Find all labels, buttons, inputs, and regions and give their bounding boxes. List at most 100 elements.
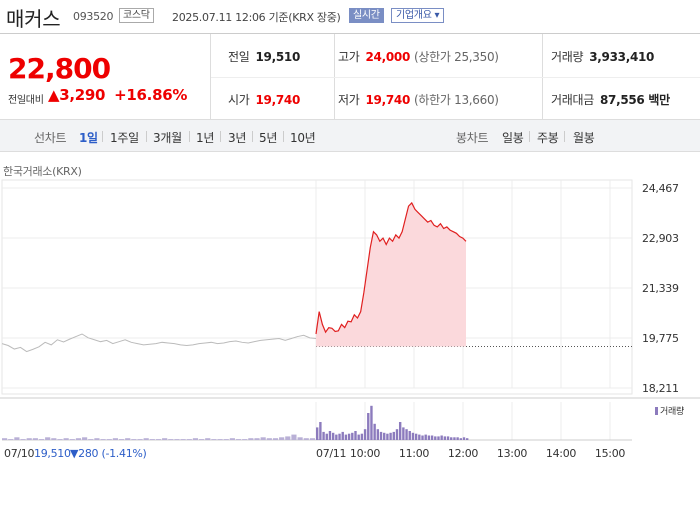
y-tick-label: 24,467 — [642, 182, 679, 195]
volume-bar — [279, 437, 285, 440]
volume-bar — [434, 436, 437, 440]
current-price: 22,800 — [8, 52, 111, 85]
x-tick-label: 10:00 — [350, 447, 381, 460]
x-tick-label: 15:00 — [595, 447, 626, 460]
volume-bar — [383, 432, 386, 440]
volume-bar — [446, 436, 450, 440]
stat-open: 시가 19,740 — [228, 93, 300, 107]
volume-bar — [45, 437, 51, 440]
volume-bar — [338, 433, 341, 440]
stat-high: 고가 24,000 (상한가 25,350) — [338, 50, 499, 64]
volume-bar — [405, 429, 408, 440]
y-tick-label: 19,775 — [642, 332, 679, 345]
stock-header: 매커스 093520 코스닥 2025.07.11 12:06 기준(KRX 장… — [0, 0, 700, 33]
volume-bar — [106, 439, 112, 440]
today-area — [316, 202, 466, 347]
volume-bar — [8, 439, 14, 440]
volume-bar — [131, 439, 137, 440]
x-tick-label: 12:00 — [448, 447, 479, 460]
volume-bar — [367, 413, 370, 440]
volume-bar — [88, 439, 94, 440]
divider — [210, 34, 211, 120]
volume-bar — [437, 436, 440, 440]
y-tick-label: 22,903 — [642, 232, 679, 245]
tab-monthly-candle[interactable]: 월봉 — [573, 131, 595, 145]
volume-bar — [63, 438, 69, 440]
change-label: 전일대비 — [8, 95, 44, 106]
volume-bar — [155, 439, 162, 440]
volume-bar — [450, 437, 453, 440]
x-tick-label: 14:00 — [546, 447, 577, 460]
volume-bar — [341, 431, 344, 440]
volume-bar — [440, 435, 443, 440]
volume-bar — [430, 435, 434, 440]
price-chart[interactable]: 24,467 22,903 21,339 19,775 18,211 07/11 10:00… — [0, 176, 700, 466]
chart-tabs: 선차트 1일 1주일 3개월 1년 3년 5년 10년 봉차트 일봉 주봉 월봉 — [0, 120, 700, 152]
volume-bar — [351, 432, 354, 440]
volume-bar — [398, 422, 402, 440]
tab-3m[interactable]: 3개월 — [153, 131, 182, 145]
volume-bar — [316, 427, 319, 440]
divider — [102, 131, 103, 142]
prev-day-line — [1, 333, 317, 353]
volume-bar — [149, 439, 155, 440]
divider — [252, 131, 253, 142]
volume-bar — [69, 439, 75, 440]
realtime-button[interactable]: 실시간 — [349, 8, 384, 23]
volume-bar — [100, 439, 106, 440]
volume-bar — [174, 439, 180, 440]
volume-bar — [414, 433, 418, 440]
stat-prev-close: 전일 19,510 — [228, 50, 300, 64]
volume-bar — [82, 437, 88, 440]
stat-trade-value: 거래대금 87,556 백만 — [551, 93, 670, 107]
volume-bar — [229, 438, 235, 440]
volume-bar — [421, 435, 424, 440]
volume-bar — [137, 439, 143, 440]
volume-bar — [344, 434, 348, 440]
volume-bar — [453, 437, 456, 440]
line-chart-label: 선차트 — [34, 131, 67, 145]
volume-bar — [186, 439, 192, 440]
company-info-dropdown[interactable]: 기업개요 ▾ — [391, 8, 445, 23]
volume-bar — [427, 435, 431, 440]
stock-code: 093520 — [73, 10, 114, 23]
divider — [189, 131, 190, 142]
volume-bar — [316, 439, 322, 440]
tab-1y[interactable]: 1년 — [196, 131, 215, 145]
volume-bar — [75, 438, 82, 440]
volume-bar — [260, 437, 266, 440]
volume-bar — [418, 434, 421, 440]
volume-bar — [357, 434, 360, 440]
volume-bar — [462, 437, 466, 440]
volume-bar — [2, 438, 8, 440]
volume-bar — [125, 438, 131, 440]
volume-bar — [254, 438, 260, 440]
volume-bar — [408, 431, 411, 440]
volume-bar — [266, 438, 272, 440]
tab-5y[interactable]: 5년 — [259, 131, 278, 145]
volume-bar — [376, 429, 380, 440]
volume-bar — [297, 437, 303, 440]
volume-bar — [331, 432, 335, 440]
volume-bar — [322, 431, 325, 440]
volume-bar — [319, 422, 322, 440]
tab-1d[interactable]: 1일 — [79, 131, 98, 145]
tab-3y[interactable]: 3년 — [228, 131, 247, 145]
volume-bar — [94, 438, 100, 440]
volume-bar — [235, 439, 242, 440]
volume-bar — [466, 438, 469, 440]
volume-bar — [389, 432, 392, 440]
volume-bar — [26, 438, 32, 440]
volume-bar — [456, 437, 459, 440]
tab-weekly-candle[interactable]: 주봉 — [537, 131, 559, 145]
tab-daily-candle[interactable]: 일봉 — [502, 131, 524, 145]
volume-bar — [285, 436, 291, 440]
divider — [529, 131, 530, 142]
divider — [220, 131, 221, 142]
footer-prev-change: ▼280 (-1.41%) — [70, 447, 147, 460]
volume-bar — [20, 439, 26, 440]
volume-bar — [38, 439, 45, 440]
tab-10y[interactable]: 10년 — [290, 131, 316, 145]
y-tick-label: 21,339 — [642, 282, 679, 295]
tab-1w[interactable]: 1주일 — [110, 131, 139, 145]
